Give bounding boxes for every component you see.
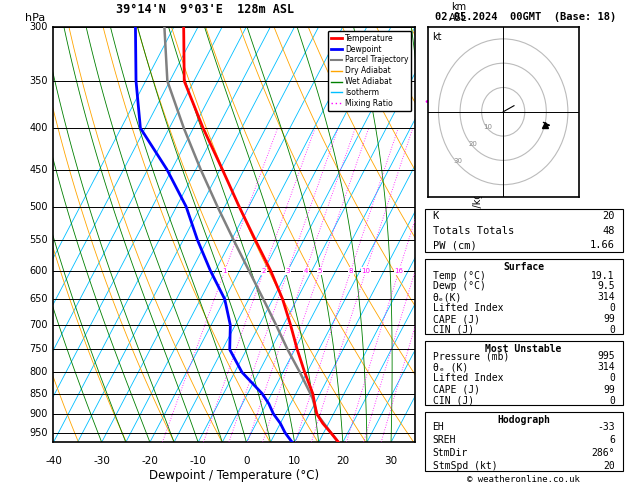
Text: 314: 314 [597, 362, 615, 372]
Text: 5: 5 [318, 268, 322, 274]
Text: Hodograph: Hodograph [497, 415, 550, 425]
Text: 995: 995 [597, 351, 615, 361]
Text: 400: 400 [30, 123, 48, 133]
Text: Surface: Surface [503, 262, 544, 272]
Text: StmSpd (kt): StmSpd (kt) [433, 461, 497, 470]
Text: Dewpoint / Temperature (°C): Dewpoint / Temperature (°C) [149, 469, 320, 482]
Text: 650: 650 [30, 294, 48, 304]
Text: 3: 3 [286, 268, 290, 274]
Text: hPa: hPa [25, 13, 45, 22]
Text: 0: 0 [609, 373, 615, 383]
Text: kt: kt [432, 32, 442, 42]
Text: 20: 20 [469, 141, 477, 147]
Text: 750: 750 [30, 345, 48, 354]
Text: 02.05.2024  00GMT  (Base: 18): 02.05.2024 00GMT (Base: 18) [435, 12, 616, 22]
Text: θₑ(K): θₑ(K) [433, 292, 462, 302]
Text: 16: 16 [394, 268, 403, 274]
Text: 30: 30 [384, 455, 398, 466]
Bar [425, 209, 623, 252]
Text: 39°14'N  9°03'E  128m ASL: 39°14'N 9°03'E 128m ASL [116, 3, 294, 17]
Text: 99: 99 [603, 385, 615, 395]
Text: 7: 7 [443, 209, 449, 219]
Text: -10: -10 [190, 455, 206, 466]
Bar [425, 412, 623, 471]
Text: θₑ (K): θₑ (K) [433, 362, 468, 372]
Text: Lifted Index: Lifted Index [433, 373, 503, 383]
Text: EH: EH [433, 422, 444, 432]
Text: StmDir: StmDir [433, 448, 468, 458]
Text: 0: 0 [609, 396, 615, 406]
Text: 10: 10 [484, 124, 493, 130]
Text: 500: 500 [30, 202, 48, 212]
Text: CIN (J): CIN (J) [433, 396, 474, 406]
Text: 19.1: 19.1 [591, 271, 615, 280]
Text: © weatheronline.co.uk: © weatheronline.co.uk [467, 474, 580, 484]
Text: 2: 2 [262, 268, 266, 274]
Text: -30: -30 [93, 455, 110, 466]
Text: SREH: SREH [433, 435, 456, 445]
Text: Most Unstable: Most Unstable [486, 344, 562, 354]
Text: Dewp (°C): Dewp (°C) [433, 281, 486, 292]
Text: 8: 8 [443, 171, 449, 181]
Text: LCL: LCL [438, 394, 454, 403]
Text: 1: 1 [223, 268, 227, 274]
Text: 350: 350 [30, 76, 48, 86]
Text: PW (cm): PW (cm) [433, 240, 476, 250]
Text: 2: 2 [443, 388, 449, 398]
Text: -40: -40 [45, 455, 62, 466]
Text: km
ASL: km ASL [449, 2, 468, 22]
Text: 950: 950 [30, 428, 48, 438]
Bar [425, 341, 623, 405]
Text: 450: 450 [30, 165, 48, 174]
Text: 700: 700 [30, 320, 48, 330]
Text: 4: 4 [443, 319, 449, 329]
Text: 6: 6 [609, 435, 615, 445]
Text: 0: 0 [243, 455, 250, 466]
Text: Pressure (mb): Pressure (mb) [433, 351, 509, 361]
Text: 1: 1 [443, 421, 449, 432]
Text: K: K [433, 211, 439, 221]
Text: 300: 300 [30, 22, 48, 32]
Text: 6: 6 [443, 246, 449, 257]
Text: Temp (°C): Temp (°C) [433, 271, 486, 280]
Text: CIN (J): CIN (J) [433, 325, 474, 335]
Text: 900: 900 [30, 409, 48, 419]
Text: 4: 4 [303, 268, 308, 274]
Text: CAPE (J): CAPE (J) [433, 314, 479, 324]
Text: 20: 20 [337, 455, 349, 466]
Text: -20: -20 [142, 455, 159, 466]
Text: Mixing Ratio (g/kg): Mixing Ratio (g/kg) [473, 189, 483, 280]
Text: 0: 0 [609, 303, 615, 313]
Text: 30: 30 [454, 158, 462, 164]
Text: 800: 800 [30, 367, 48, 377]
Text: 8: 8 [348, 268, 353, 274]
Text: 20: 20 [603, 461, 615, 470]
Text: 314: 314 [597, 292, 615, 302]
Text: 600: 600 [30, 266, 48, 276]
Text: 99: 99 [603, 314, 615, 324]
Legend: Temperature, Dewpoint, Parcel Trajectory, Dry Adiabat, Wet Adiabat, Isotherm, Mi: Temperature, Dewpoint, Parcel Trajectory… [328, 31, 411, 111]
Text: 1.66: 1.66 [590, 240, 615, 250]
Text: 48: 48 [603, 226, 615, 236]
Text: 9.5: 9.5 [597, 281, 615, 292]
Text: 20: 20 [603, 211, 615, 221]
Text: 286°: 286° [591, 448, 615, 458]
Text: 550: 550 [30, 235, 48, 245]
Text: 10: 10 [362, 268, 370, 274]
Text: 10: 10 [288, 455, 301, 466]
Text: -33: -33 [597, 422, 615, 432]
Text: 3: 3 [443, 354, 449, 364]
Text: Totals Totals: Totals Totals [433, 226, 514, 236]
Text: CAPE (J): CAPE (J) [433, 385, 479, 395]
Text: Lifted Index: Lifted Index [433, 303, 503, 313]
Text: 850: 850 [30, 389, 48, 399]
Text: 0: 0 [609, 325, 615, 335]
Text: 5: 5 [443, 283, 449, 293]
Bar [425, 260, 623, 334]
